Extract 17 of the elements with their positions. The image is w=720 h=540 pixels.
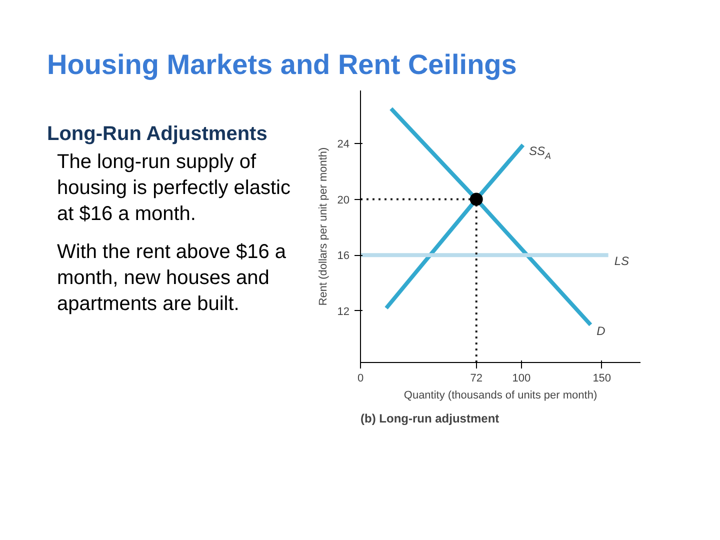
x-axis-title: Quantity (thousands of units per month) bbox=[404, 390, 598, 402]
x-tick-label: 72 bbox=[470, 372, 482, 384]
text: (b) Long-run adjustment bbox=[360, 412, 500, 426]
text: The long-run supply of housing is perfectly elastic at $16 a month. bbox=[57, 150, 292, 227]
series-label: D bbox=[596, 324, 606, 338]
y-tick-label: 24 bbox=[337, 138, 350, 151]
y-tick-label: 16 bbox=[337, 250, 350, 262]
y-axis-title: Rent (dollars per unit per month) bbox=[317, 147, 330, 306]
series-label: LS bbox=[614, 254, 630, 268]
x-tick-label: 150 bbox=[592, 372, 612, 384]
text: Long-Run Adjustments bbox=[47, 122, 268, 147]
y-tick-label: 20 bbox=[337, 194, 350, 206]
chart-title: Housing Markets and Rent Ceilings bbox=[47, 48, 517, 82]
y-tick-label: 12 bbox=[337, 306, 350, 318]
text: With the rent above $16 a month, new houses and apartments are built. bbox=[57, 240, 288, 317]
x-tick-label: 0 bbox=[357, 372, 364, 384]
x-tick-label: 100 bbox=[512, 372, 531, 384]
